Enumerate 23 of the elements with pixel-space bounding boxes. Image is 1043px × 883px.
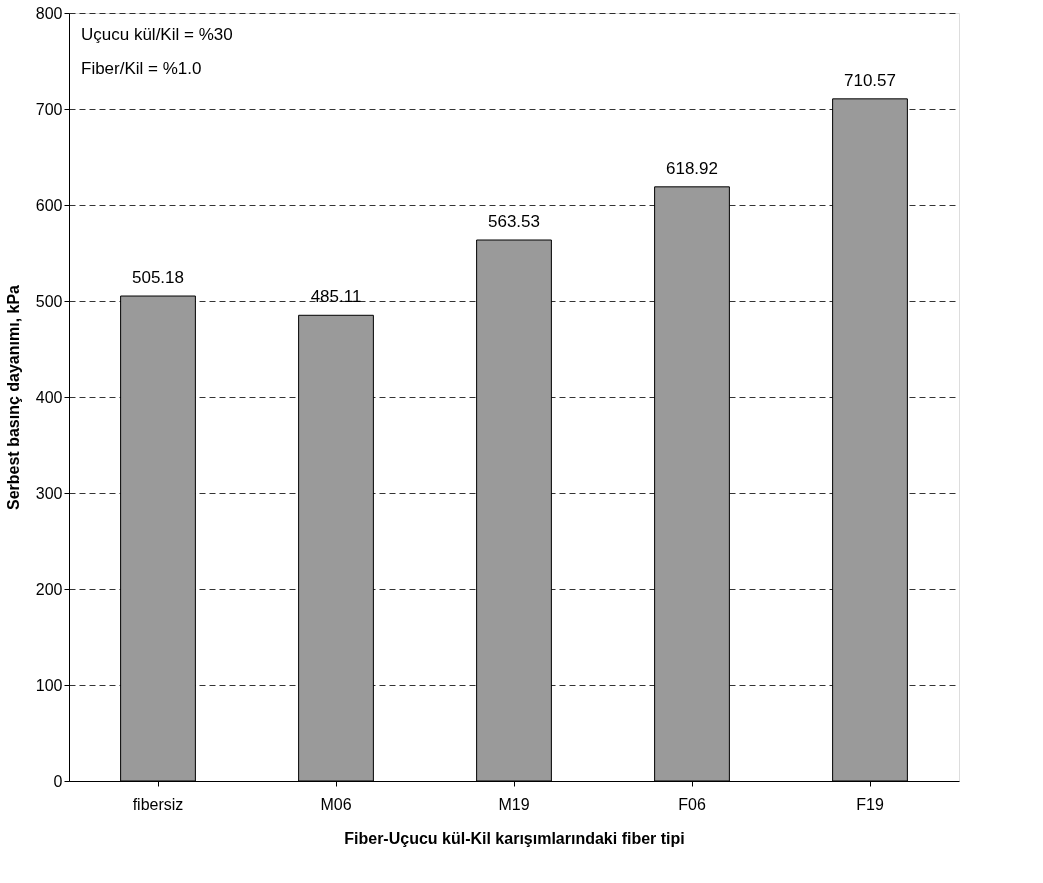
annotation: Fiber/Kil = %1.0	[81, 59, 202, 78]
data-label: 618.92	[666, 158, 718, 178]
y-tick-label: 400	[35, 388, 63, 406]
x-tick-label: F06	[678, 795, 706, 813]
y-tick-label: 300	[35, 484, 63, 502]
data-label: 485.11	[310, 287, 362, 307]
x-tick-label: M19	[498, 795, 530, 813]
data-label: 505.18	[132, 268, 184, 288]
x-tick-label: fibersiz	[132, 795, 184, 813]
x-tick-label: F19	[856, 795, 884, 813]
y-tick-label: 600	[35, 196, 63, 214]
data-label: 710.57	[844, 70, 896, 90]
y-tick-label: 800	[35, 4, 63, 22]
y-tick-label: 200	[35, 580, 63, 598]
annotation: Uçucu kül/Kil = %30	[81, 25, 233, 44]
y-tick-label: 100	[35, 676, 63, 694]
y-axis-title: Serbest basınç dayanımı, kPa	[4, 284, 22, 510]
x-axis-title: Fiber-Uçucu kül-Kil karışımlarındaki fiber tipi	[344, 829, 685, 847]
y-tick-label: 0	[53, 772, 63, 790]
x-tick-label: M06	[320, 795, 352, 813]
data-label: 563.53	[488, 212, 540, 232]
y-tick-label: 500	[35, 292, 63, 310]
y-tick-label: 700	[35, 100, 63, 118]
